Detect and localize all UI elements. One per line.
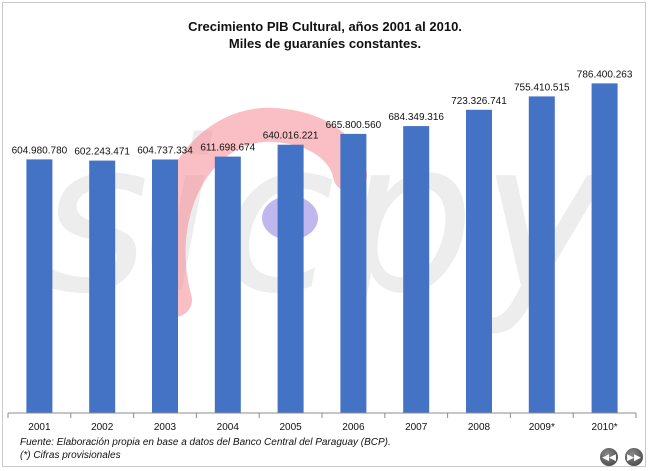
bars-layer bbox=[26, 83, 618, 414]
fast-forward-icon: ▶▶ bbox=[627, 452, 641, 462]
data-label-2004: 611.698.674 bbox=[200, 143, 255, 154]
x-tick-label-2010*: 2010* bbox=[592, 422, 618, 433]
source-text: Fuente: Elaboración propia en base a dat… bbox=[20, 437, 391, 448]
data-label-2003: 604.737.334 bbox=[137, 146, 193, 157]
slide-frame bbox=[2, 2, 646, 467]
bar-2010* bbox=[591, 83, 618, 414]
data-label-2007: 684.349.316 bbox=[388, 112, 444, 123]
data-label-2010*: 786.400.263 bbox=[577, 69, 633, 80]
bar-2004 bbox=[214, 156, 241, 413]
data-label-2001: 604.980.780 bbox=[12, 145, 68, 156]
data-label-2002: 602.243.471 bbox=[74, 147, 130, 158]
x-ticks-layer: 2001 2002 2003 2004 2005 2006 2007 2008 2009* 201… bbox=[7, 413, 637, 433]
data-label-2006: 665.800.560 bbox=[326, 120, 382, 131]
rewind-icon: ◀◀ bbox=[602, 452, 616, 462]
data-labels-layer: 604.980.780 602.243.471 604.737.334 611.698… bbox=[12, 69, 633, 157]
bar-2005 bbox=[277, 144, 304, 413]
provisional-note: (*) Cifras provisionales bbox=[20, 450, 121, 461]
fast-forward-button[interactable]: ▶▶ bbox=[625, 448, 643, 466]
chart-subtitle: Miles de guaraníes constantes. bbox=[228, 36, 422, 51]
bar-2003 bbox=[152, 159, 178, 413]
bar-2006 bbox=[340, 133, 367, 413]
x-tick-label-2006: 2006 bbox=[342, 422, 365, 433]
rewind-button[interactable]: ◀◀ bbox=[600, 448, 618, 466]
source-note: Fuente: Elaboración propia en base a dat… bbox=[20, 436, 391, 462]
bar-2001 bbox=[26, 159, 53, 413]
chart-title: Crecimiento PIB Cultural, años 2001 al 2… bbox=[188, 19, 462, 34]
x-tick-label-2003: 2003 bbox=[154, 422, 177, 433]
x-tick-label-2007: 2007 bbox=[405, 422, 428, 433]
data-label-2008: 723.326.741 bbox=[451, 96, 507, 107]
data-label-2005: 640.016.221 bbox=[263, 131, 319, 142]
data-label-2009*: 755.410.515 bbox=[514, 82, 570, 93]
watermark-logo: sicpy bbox=[40, 95, 605, 340]
x-tick-label-2009*: 2009* bbox=[529, 422, 555, 433]
x-tick-label-2002: 2002 bbox=[91, 422, 114, 433]
chart-title-block: Crecimiento PIB Cultural, años 2001 al 2… bbox=[0, 18, 650, 52]
bar-2008 bbox=[466, 109, 492, 414]
x-tick-label-2004: 2004 bbox=[217, 422, 240, 433]
x-tick-label-2005: 2005 bbox=[279, 422, 302, 433]
x-tick-label-2001: 2001 bbox=[28, 422, 51, 433]
x-tick-label-2008: 2008 bbox=[468, 422, 491, 433]
bar-2007 bbox=[403, 126, 430, 413]
bar-2002 bbox=[89, 160, 116, 413]
bar-2009* bbox=[528, 96, 555, 414]
